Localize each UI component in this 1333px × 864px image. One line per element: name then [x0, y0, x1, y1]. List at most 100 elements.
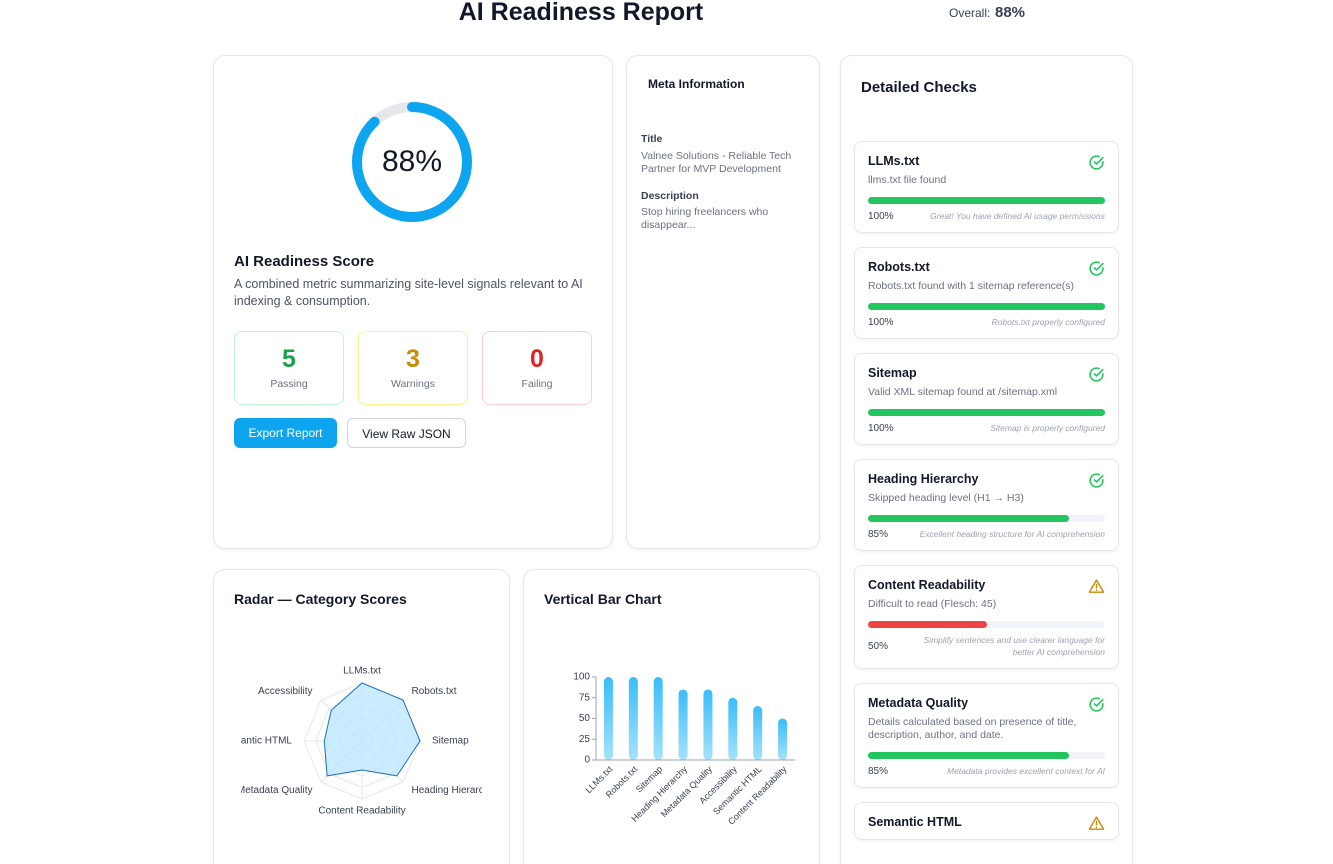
status-icon [1088, 579, 1105, 593]
progress-track [868, 515, 1105, 522]
icon-shape [1093, 262, 1104, 271]
donut-arc [352, 102, 472, 222]
check-message: Details calculated based on presence of … [868, 716, 1077, 741]
progress-track [868, 752, 1105, 759]
status-icon [1089, 367, 1104, 382]
stat-value: 5 [282, 345, 296, 373]
check-name: Metadata Quality [868, 696, 969, 710]
overall-label: Overall: [949, 6, 991, 20]
progress-track [868, 409, 1105, 416]
stat-box: 3 Warnings [358, 331, 468, 405]
bar-title: Vertical Bar Chart [544, 591, 662, 607]
check-name: Heading Hierarchy [868, 472, 979, 486]
icon-shape [1093, 156, 1104, 165]
check-note: Metadata provides excellent context for … [947, 766, 1105, 776]
status-icon [1089, 261, 1104, 276]
check-item: Heading Hierarchy Skipped heading level (… [854, 459, 1119, 551]
score-card [213, 55, 613, 549]
check-footer: 85% Excellent heading structure for AI co… [868, 528, 1105, 540]
status-icon [1089, 155, 1104, 170]
check-footer: 50% Simplify sentences and use clearer la… [868, 634, 1105, 658]
check-score: 100% [868, 316, 894, 328]
check-note: Sitemap is properly configured [990, 423, 1105, 433]
check-note: Simplify sentences and use clearer langu… [923, 635, 1105, 657]
check-item: Metadata Quality Details calculated based… [854, 683, 1119, 788]
check-score: 100% [868, 422, 894, 434]
icon-shape [1089, 261, 1104, 276]
check-score: 85% [868, 528, 889, 540]
check-item: LLMs.txt llms.txt file found 100% Great! Yo… [854, 141, 1119, 233]
check-name: Semantic HTML [868, 815, 962, 829]
stat-box: 5 Passing [234, 331, 344, 405]
bar-card [523, 569, 820, 864]
meta-title: Meta Information [648, 77, 745, 91]
check-score: 85% [868, 765, 889, 777]
check-score: 100% [868, 210, 894, 222]
score-description: A combined metric summarizing site-level… [234, 277, 583, 308]
page-title: AI Readiness Report [458, 0, 704, 26]
stat-value: 3 [406, 345, 420, 373]
icon-shape [1093, 698, 1104, 707]
overall-value: 88% [995, 4, 1026, 21]
check-name: Robots.txt [868, 260, 930, 274]
check-message: Valid XML sitemap found at /sitemap.xml [868, 386, 1058, 398]
meta-card [626, 55, 820, 549]
status-icon [1089, 697, 1104, 712]
progress-bar [868, 515, 1070, 522]
progress-bar [868, 303, 1105, 310]
progress-bar [868, 752, 1070, 759]
status-icon [1089, 473, 1104, 488]
raw-json-button[interactable]: View Raw JSON [347, 418, 466, 448]
icon-shape [1089, 367, 1104, 382]
progress-track [868, 303, 1105, 310]
meta-field-label: Title [641, 133, 663, 145]
check-item: Robots.txt Robots.txt found with 1 sitema… [854, 247, 1119, 339]
checks-title: Detailed Checks [861, 79, 977, 96]
check-footer: 100% Great! You have defined AI usage per… [868, 210, 1105, 222]
progress-bar [868, 621, 987, 628]
check-item: Content Readability Difficult to read (Fl… [854, 565, 1119, 669]
score-donut: 88% [352, 102, 472, 222]
check-note: Excellent heading structure for AI compr… [919, 529, 1105, 539]
stat-label: Warnings [391, 378, 435, 390]
score-title: AI Readiness Score [234, 253, 375, 270]
checks-list: LLMs.txt llms.txt file found 100% Great! Yo… [854, 141, 1119, 840]
check-score: 50% [868, 640, 889, 652]
check-name: Content Readability [868, 578, 986, 592]
check-name: Sitemap [868, 366, 917, 380]
status-icon [1088, 816, 1105, 830]
icon-shape [1093, 368, 1104, 377]
icon-shape [1089, 697, 1104, 712]
meta-field-value: Stop hiring freelancers who disappear... [641, 206, 769, 231]
icon-shape [1089, 473, 1104, 488]
check-name: LLMs.txt [868, 154, 920, 168]
check-note: Robots.txt properly configured [991, 317, 1105, 327]
check-footer: 100% Sitemap is properly configured [868, 422, 1105, 434]
export-button[interactable]: Export Report [234, 418, 337, 448]
check-message: llms.txt file found [868, 174, 947, 186]
stat-label: Passing [270, 378, 308, 390]
meta-field-label: Description [641, 190, 699, 202]
progress-bar [868, 409, 1105, 416]
check-note: Great! You have defined AI usage permiss… [930, 211, 1105, 221]
radar-card [213, 569, 510, 864]
radar-title: Radar — Category Scores [234, 591, 407, 607]
check-item: Sitemap Valid XML sitemap found at /sitem… [854, 353, 1119, 445]
icon-shape [1088, 579, 1105, 593]
stat-box: 0 Failing [482, 331, 592, 405]
icon-shape [1089, 155, 1104, 170]
check-footer: 100% Robots.txt properly configured [868, 316, 1105, 328]
progress-bar [868, 197, 1105, 204]
icon-shape [1093, 474, 1104, 483]
progress-track [868, 621, 1105, 628]
progress-track [868, 197, 1105, 204]
score-label: 88% [382, 145, 442, 178]
check-item: Semantic HTML [854, 802, 1119, 840]
check-message: Robots.txt found with 1 sitemap referenc… [868, 280, 1075, 292]
stat-label: Failing [521, 378, 553, 390]
stat-value: 0 [530, 345, 544, 373]
icon-shape [1088, 816, 1105, 830]
check-message: Difficult to read (Flesch: 45) [868, 598, 997, 610]
meta-field-value: Valnee Solutions - Reliable Tech Partner… [641, 150, 792, 175]
